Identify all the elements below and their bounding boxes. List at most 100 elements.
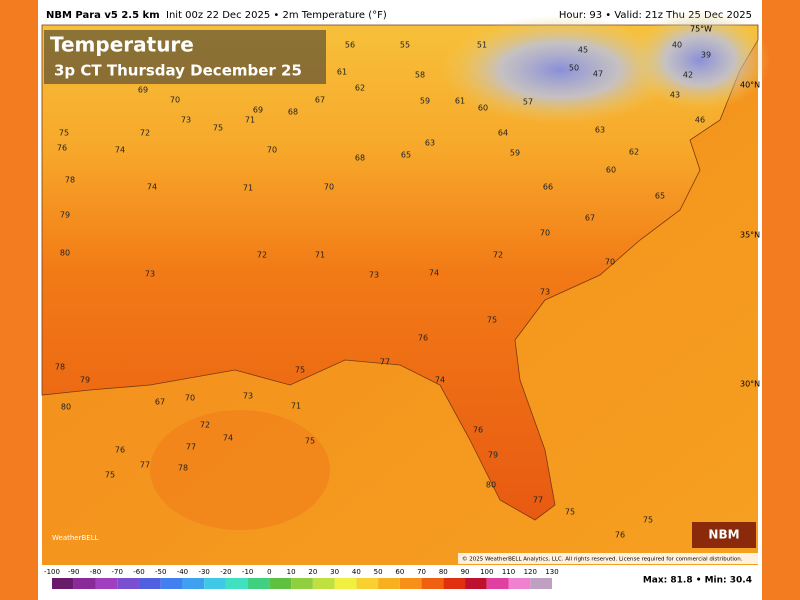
station-value: 61 xyxy=(455,97,465,106)
colorbar-segment xyxy=(399,578,422,589)
station-value: 75 xyxy=(565,508,575,517)
valid-time: Hour: 93 • Valid: 21z Thu 25 Dec 2025 xyxy=(559,10,752,21)
station-value: 45 xyxy=(578,46,588,55)
colorbar-label: 10 xyxy=(287,568,296,576)
colorbar-segment xyxy=(334,578,357,589)
station-value: 59 xyxy=(510,149,520,158)
colorbar-segment xyxy=(95,578,118,589)
station-value: 75 xyxy=(213,124,223,133)
station-value: 72 xyxy=(200,421,210,430)
station-value: 63 xyxy=(595,126,605,135)
colorbar-segment xyxy=(160,578,183,589)
station-value: 74 xyxy=(147,183,157,192)
station-value: 39 xyxy=(701,51,711,60)
colorbar-label: 100 xyxy=(480,568,493,576)
colorbar-label: 90 xyxy=(461,568,470,576)
station-value: 75 xyxy=(295,366,305,375)
colorbar-segment xyxy=(138,578,161,589)
station-value: 69 xyxy=(138,86,148,95)
station-value: 73 xyxy=(369,271,379,280)
map: 40°N 35°N 30°N 75°W 69 70 72 75 76 74 73 75 71 70… xyxy=(41,10,770,565)
colorbar-label: 0 xyxy=(267,568,271,576)
copyright: © 2025 WeatherBELL Analytics, LLC. All r… xyxy=(462,556,743,563)
station-value: 75 xyxy=(105,471,115,480)
station-value: 78 xyxy=(65,176,75,185)
station-value: 65 xyxy=(401,151,411,160)
station-value: 71 xyxy=(291,402,301,411)
colorbar-label: -10 xyxy=(242,568,253,576)
station-value: 70 xyxy=(605,258,615,267)
colorbar-segment xyxy=(117,578,139,589)
colorbar-segment xyxy=(247,578,270,589)
station-value: 76 xyxy=(473,426,483,435)
land xyxy=(41,24,759,521)
colorbar-label: -30 xyxy=(198,568,209,576)
model: NBM Para v5 2.5 km xyxy=(46,10,160,21)
init-info: Init 00z 22 Dec 2025 • 2m Temperature (°… xyxy=(166,10,387,21)
station-value: 56 xyxy=(345,41,355,50)
station-value: 62 xyxy=(355,84,365,93)
station-value: 43 xyxy=(670,91,680,100)
colorbar-segment xyxy=(312,578,335,589)
colorbar-label: 70 xyxy=(417,568,426,576)
colorbar-segment xyxy=(291,578,313,589)
colorbar-segment xyxy=(269,578,292,589)
colorbar-label: 20 xyxy=(308,568,317,576)
station-value: 73 xyxy=(145,270,155,279)
lat-label: 40°N xyxy=(740,81,760,90)
station-value: 51 xyxy=(477,41,487,50)
station-value: 79 xyxy=(488,451,498,460)
station-value: 61 xyxy=(337,68,347,77)
colorbar-label: -90 xyxy=(68,568,79,576)
colorbar-label: -60 xyxy=(133,568,144,576)
station-value: 70 xyxy=(267,146,277,155)
colorbar-label: -80 xyxy=(90,568,101,576)
station-value: 75 xyxy=(487,316,497,325)
station-value: 64 xyxy=(498,129,508,138)
station-value: 75 xyxy=(305,437,315,446)
station-value: 59 xyxy=(420,97,430,106)
header: NBM Para v5 2.5 km Init 00z 22 Dec 2025 … xyxy=(46,10,752,21)
station-value: 60 xyxy=(478,104,488,113)
station-value: 70 xyxy=(170,96,180,105)
colorbar-label: -100 xyxy=(44,568,60,576)
station-value: 77 xyxy=(380,358,390,367)
station-value: 71 xyxy=(243,184,253,193)
station-value: 72 xyxy=(493,251,503,260)
colorbar-label: 110 xyxy=(502,568,515,576)
colorbar-segment xyxy=(378,578,400,589)
colorbar: -100 -90 -80 -70 -60 -50 -40 -30 -20 -10 0 10 20 30 40… xyxy=(44,568,559,589)
station-value: 71 xyxy=(315,251,325,260)
station-value: 78 xyxy=(178,464,188,473)
badge-box xyxy=(692,522,756,548)
station-value: 68 xyxy=(355,154,365,163)
station-value: 74 xyxy=(435,376,445,385)
colorbar-segment xyxy=(465,578,487,589)
station-value: 40 xyxy=(672,41,682,50)
station-value: 50 xyxy=(569,64,579,73)
lat-label: 35°N xyxy=(740,231,760,240)
station-value: 65 xyxy=(655,192,665,201)
station-value: 77 xyxy=(140,461,150,470)
station-value: 67 xyxy=(585,214,595,223)
colorbar-label: 50 xyxy=(374,568,383,576)
title-box xyxy=(44,30,326,84)
station-value: 76 xyxy=(615,531,625,540)
warm-region xyxy=(150,410,330,530)
colorbar-label: -20 xyxy=(220,568,231,576)
colorbar-segment xyxy=(356,578,379,589)
station-value: 77 xyxy=(533,496,543,505)
colorbar-segment xyxy=(530,578,552,589)
station-value: 67 xyxy=(315,96,325,105)
station-value: 80 xyxy=(61,403,71,412)
station-value: 47 xyxy=(593,70,603,79)
lon-label: 75°W xyxy=(690,25,712,34)
colorbar-label: 130 xyxy=(545,568,558,576)
colorbar-segment xyxy=(182,578,205,589)
station-value: 76 xyxy=(418,334,428,343)
cold-region xyxy=(440,15,680,125)
title: Temperature xyxy=(50,33,194,57)
colorbar-label: -40 xyxy=(177,568,188,576)
station-value: 76 xyxy=(115,446,125,455)
colorbar-segment xyxy=(508,578,531,589)
